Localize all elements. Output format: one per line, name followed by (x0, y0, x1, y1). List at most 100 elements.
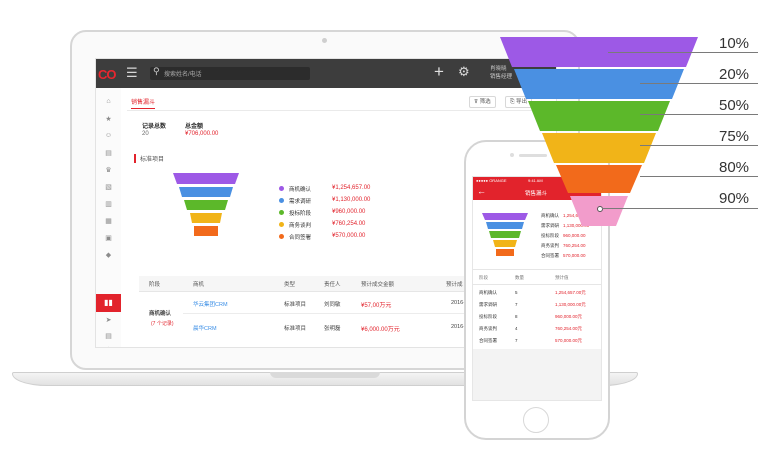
card-icon[interactable]: ▤ (105, 150, 112, 157)
legend-name: 需求调研 (289, 199, 312, 205)
phone-speaker (519, 154, 547, 157)
funnel-stage-3 (184, 200, 228, 210)
phone-table-header: 阶段 (479, 275, 488, 280)
tab-sales-funnel[interactable]: 销售漏斗 (131, 97, 156, 109)
deal-link[interactable]: 晨华CRM (193, 326, 217, 332)
label-line (608, 52, 758, 53)
laptop-screen: CO ☰ ⚲ 搜索姓名/电话 + ⚙ 肖晓晓 销售经理 ⌂ ★ ☺ ▤ ♛ ▧ … (95, 58, 557, 348)
big-funnel-stage-5 (556, 165, 642, 193)
phone-legend-amount: 760,254.00 (563, 243, 586, 248)
report-icon[interactable]: ▮▮ (96, 294, 121, 312)
funnel-stage-4 (190, 213, 222, 223)
phone-table-header: 预计值 (555, 275, 569, 280)
phone-legend-name: 商机确认 (541, 213, 559, 218)
funnel-percent-label: 75% (719, 128, 750, 145)
user-info[interactable]: 肖晓晓 销售经理 (490, 65, 512, 81)
label-line (640, 83, 758, 84)
box-icon[interactable]: ▦ (105, 218, 112, 225)
phone-divider (473, 269, 601, 270)
app-logo[interactable]: CO (98, 67, 116, 82)
phone-legend-name: 投标阶段 (541, 233, 559, 238)
phone-empty-area (473, 349, 601, 400)
funnel-percent-label: 10% (719, 35, 750, 52)
table-header-cell[interactable]: 预计成交金额 (361, 282, 395, 288)
phone-count: 8 (515, 314, 518, 319)
add-icon[interactable]: + (434, 62, 444, 81)
big-funnel-stage-2 (514, 69, 684, 99)
deal-owner: 刘同敏 (324, 302, 341, 308)
table-header-cell[interactable]: 商机 (193, 282, 205, 288)
phone-home-button[interactable] (523, 407, 549, 433)
table-header-cell[interactable]: 阶段 (149, 282, 161, 288)
gear-icon[interactable]: ⚙ (458, 64, 470, 79)
contacts-icon[interactable]: ☺ (104, 132, 113, 139)
phone-stage: 商务谈判 (479, 326, 497, 331)
phone-count: 7 (515, 338, 518, 343)
phone-stage: 合同签署 (479, 338, 497, 343)
back-arrow-icon[interactable]: ← (477, 186, 486, 196)
deal-date: 2016- (451, 300, 466, 306)
amount-total-label: 总金额 (185, 124, 204, 130)
legend-amount: ¥760,254.00 (332, 221, 366, 227)
tag-icon[interactable]: ◆ (105, 252, 112, 259)
funnel-percent-label: 90% (719, 190, 750, 207)
phone-legend-amount: 960,000.00 (563, 233, 586, 238)
tab-bar: 销售漏斗 ⊽ 筛选 ⎘ 导出 (127, 94, 547, 111)
phone-legend-name: 需求调研 (541, 223, 559, 228)
clipboard-icon[interactable]: ▥ (105, 201, 112, 208)
document-icon[interactable]: ▧ (105, 184, 112, 191)
table-header-cell[interactable]: 预计成 (446, 282, 463, 288)
legend-name: 投标阶段 (289, 211, 312, 217)
phone-funnel-stage-4 (493, 240, 517, 247)
phone-legend-amount: 1,254,657 (563, 213, 584, 218)
label-line (640, 176, 758, 177)
section-title: 标准项目 (134, 154, 164, 163)
legend-dot (279, 222, 284, 227)
send-icon[interactable]: ➤ (105, 317, 112, 324)
record-total-label: 记录总数 (142, 124, 167, 130)
legend-amount: ¥570,000.00 (332, 233, 366, 239)
deal-link[interactable]: 华云集团CRM (193, 302, 228, 308)
label-line (640, 145, 758, 146)
search-icon: ⚲ (153, 66, 160, 76)
legend-name: 商务谈判 (289, 223, 312, 229)
big-funnel-stage-3 (528, 101, 670, 131)
legend-name: 合同签署 (289, 235, 312, 241)
big-funnel-stage-1 (500, 37, 698, 67)
phone-stage: 投标阶段 (479, 314, 497, 319)
big-funnel-stage-4 (542, 133, 656, 163)
deal-amount: ¥6,000.00万元 (361, 327, 400, 333)
phone-legend-name: 商务谈判 (541, 243, 559, 248)
legend-amount: ¥1,130,000.00 (332, 197, 371, 203)
file-icon[interactable]: ▤ (105, 333, 112, 340)
filter-button[interactable]: ⊽ 筛选 (469, 96, 496, 108)
phone-value: 1,254,657.00元 (555, 290, 586, 295)
calendar-icon[interactable]: ▣ (105, 235, 112, 242)
phone-funnel-stage-1 (482, 213, 528, 220)
table-header-cell[interactable]: 责任人 (324, 282, 341, 288)
laptop-camera (322, 38, 327, 43)
phone-stage: 商机确认 (479, 290, 497, 295)
phone-value: 760,254.00元 (555, 326, 583, 331)
funnel-percent-label: 20% (719, 66, 750, 83)
phone-value: 570,000.00元 (555, 338, 583, 343)
filter-icon: ⊽ (474, 99, 480, 105)
big-funnel-marker (597, 206, 603, 212)
home-icon[interactable]: ⌂ (106, 98, 111, 105)
phone-table-header: 数量 (515, 275, 524, 280)
phone-stage: 需求调研 (479, 302, 497, 307)
search-input[interactable]: ⚲ 搜索姓名/电话 (150, 66, 310, 80)
stage-count: (7 个记录) (151, 321, 174, 327)
record-total-value: 20 (142, 131, 149, 137)
legend-dot (279, 198, 284, 203)
star-icon[interactable]: ★ (105, 116, 112, 123)
table-header-cell[interactable]: 类型 (284, 282, 296, 288)
crown-icon[interactable]: ♛ (105, 167, 112, 174)
phone-legend-amount: 1,130,000.00 (563, 223, 590, 228)
menu-icon[interactable]: ☰ (126, 65, 138, 80)
status-carrier: ●●●●● ORANGE (476, 178, 507, 183)
label-line (640, 114, 758, 115)
deals-table: 阶段 商机 类型 责任人 预计成交金额 预计成 商机确认 (7 个记录) 华云集… (139, 276, 556, 347)
phone-legend-amount: 570,000.00 (563, 253, 586, 258)
phone-funnel-stage-3 (489, 231, 521, 238)
